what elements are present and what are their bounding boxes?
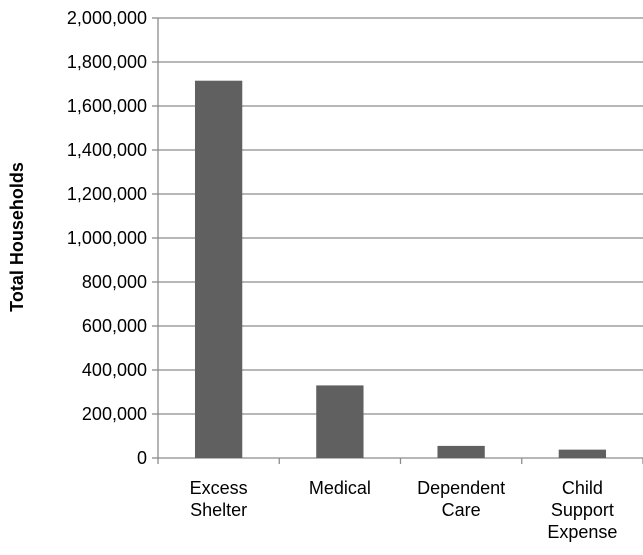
bar — [558, 449, 607, 458]
x-category-label: Expense — [547, 522, 617, 542]
y-tick-labels: 0 200,000 400,000 600,000 800,000 1,000,000 1,… — [67, 8, 147, 468]
y-tick-label: 0 — [137, 448, 147, 468]
x-category-label: Medical — [309, 478, 371, 498]
x-category-label: Care — [442, 500, 481, 520]
y-tick-label: 600,000 — [82, 316, 147, 336]
y-tick-label: 1,400,000 — [67, 140, 147, 160]
bar — [437, 445, 485, 458]
bar — [194, 80, 243, 458]
y-tick-label: 1,600,000 — [67, 96, 147, 116]
x-category-label: Shelter — [190, 500, 247, 520]
y-axis-title: Total Households — [7, 162, 27, 312]
y-tick-label: 400,000 — [82, 360, 147, 380]
y-tick-label: 800,000 — [82, 272, 147, 292]
bar — [316, 385, 364, 458]
y-tick-label: 1,800,000 — [67, 52, 147, 72]
x-category-label: Support — [551, 500, 614, 520]
y-tick-label: 2,000,000 — [67, 8, 147, 28]
x-category-label: Excess — [190, 478, 248, 498]
y-tick-label: 1,200,000 — [67, 184, 147, 204]
y-tick-label: 200,000 — [82, 404, 147, 424]
x-category-label: Child — [562, 478, 603, 498]
bars — [194, 80, 607, 458]
x-category-label: Dependent — [417, 478, 505, 498]
y-tick-label: 1,000,000 — [67, 228, 147, 248]
